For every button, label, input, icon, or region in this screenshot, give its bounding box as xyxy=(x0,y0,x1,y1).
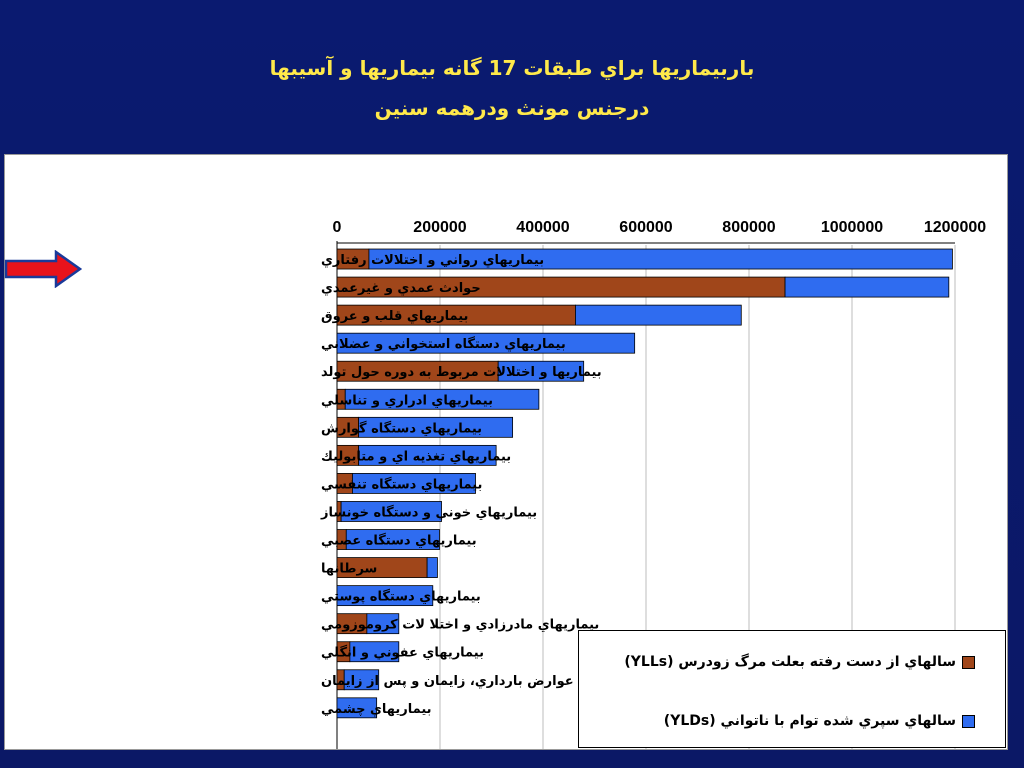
bar-ylds xyxy=(344,388,540,410)
bar-ylds xyxy=(352,473,476,494)
category-label: عوارض بارداري، زايمان و پس از زايمان xyxy=(321,674,574,689)
bar-ylds xyxy=(358,444,497,466)
x-tick-label: 0 xyxy=(333,219,342,236)
category-label: بيماريهاي چشمي xyxy=(321,702,432,717)
category-label: بيماريهاي دستگاه پوستي xyxy=(321,589,481,605)
x-tick-label: 600000 xyxy=(619,219,672,236)
bar-ylds xyxy=(426,557,438,578)
category-label: بيماريهاي ادراري و تناسلي xyxy=(321,393,493,408)
bar-ylds xyxy=(575,304,742,326)
category-label: سرطانها xyxy=(321,562,377,577)
bar-ylds xyxy=(336,585,434,607)
bar-ylds xyxy=(784,276,950,298)
bar-ylds xyxy=(368,248,953,270)
legend-label-ylls: سالهاي از دست رفته بعلت مرگ زودرس (YLLs) xyxy=(624,654,956,670)
slide-title: باربيماريها براي طبقات 17 گانه بيماريها … xyxy=(269,56,755,80)
red-arrow-icon xyxy=(4,250,82,288)
category-label: بيماريهاي مادرزادي و اختلا لات كروموزومي xyxy=(321,618,599,633)
category-label: بيماريهاي رواني و اختلالات رفتاري xyxy=(321,253,544,268)
x-tick-label: 200000 xyxy=(413,219,466,236)
legend: سالهاي از دست رفته بعلت مرگ زودرس (YLLs)… xyxy=(578,630,1006,748)
x-tick-label: 1200000 xyxy=(924,219,986,236)
bar-ylds xyxy=(340,501,442,522)
category-label: بيماريهاي دستگاه عصبي xyxy=(321,533,477,549)
category-label: بيماريهاي قلب و عروق xyxy=(321,309,468,324)
x-tick-label: 1000000 xyxy=(821,219,883,236)
category-label: بيماريهاي خوني و دستگاه خونساز xyxy=(320,504,537,520)
legend-swatch-ylls xyxy=(962,655,975,669)
bar-ylds xyxy=(345,529,440,550)
bar-ylds xyxy=(366,613,400,635)
bar-ylds xyxy=(358,416,514,438)
x-tick-label: 400000 xyxy=(516,219,569,236)
category-label: بيماريهاي دستگاه گوارش xyxy=(321,420,482,436)
slide-subtitle: درجنس مونث ودرهمه سنين xyxy=(374,96,650,120)
category-label: بيماريهاي عفوني و انگلي xyxy=(321,645,484,661)
category-label: بيماريهاي دستگاه تنفسي xyxy=(321,476,482,492)
bar-ylds xyxy=(343,669,380,691)
bar-chart: 0 200000 400000 600000 800000 1000000 1200000 ب… xyxy=(320,219,986,749)
bar-ylds xyxy=(336,332,636,354)
legend-item-ylds: سالهاي سپري شده توام با ناتواني (YLDs) xyxy=(619,711,975,731)
legend-item-ylls: سالهاي از دست رفته بعلت مرگ زودرس (YLLs) xyxy=(619,652,975,672)
chart-panel: 0 200000 400000 600000 800000 1000000 1200000 ب… xyxy=(4,154,1008,750)
bar-ylds xyxy=(349,641,400,663)
bar-ylds xyxy=(336,697,378,719)
category-label: بيماريهاي تغذيه اي و متابوليك xyxy=(321,449,511,464)
legend-label-ylds: سالهاي سپري شده توام با ناتواني (YLDs) xyxy=(663,713,956,729)
category-label: بيماريها و اختلالات مربوط به دوره حول تو… xyxy=(321,365,602,380)
x-tick-label: 800000 xyxy=(722,219,775,236)
category-label: حوادث عمدي و غيرعمدي xyxy=(321,281,481,296)
bar-ylds xyxy=(497,360,585,382)
category-label: بيماريهاي دستگاه استخواني و عضلاني xyxy=(321,336,566,352)
legend-swatch-ylds xyxy=(962,714,975,728)
